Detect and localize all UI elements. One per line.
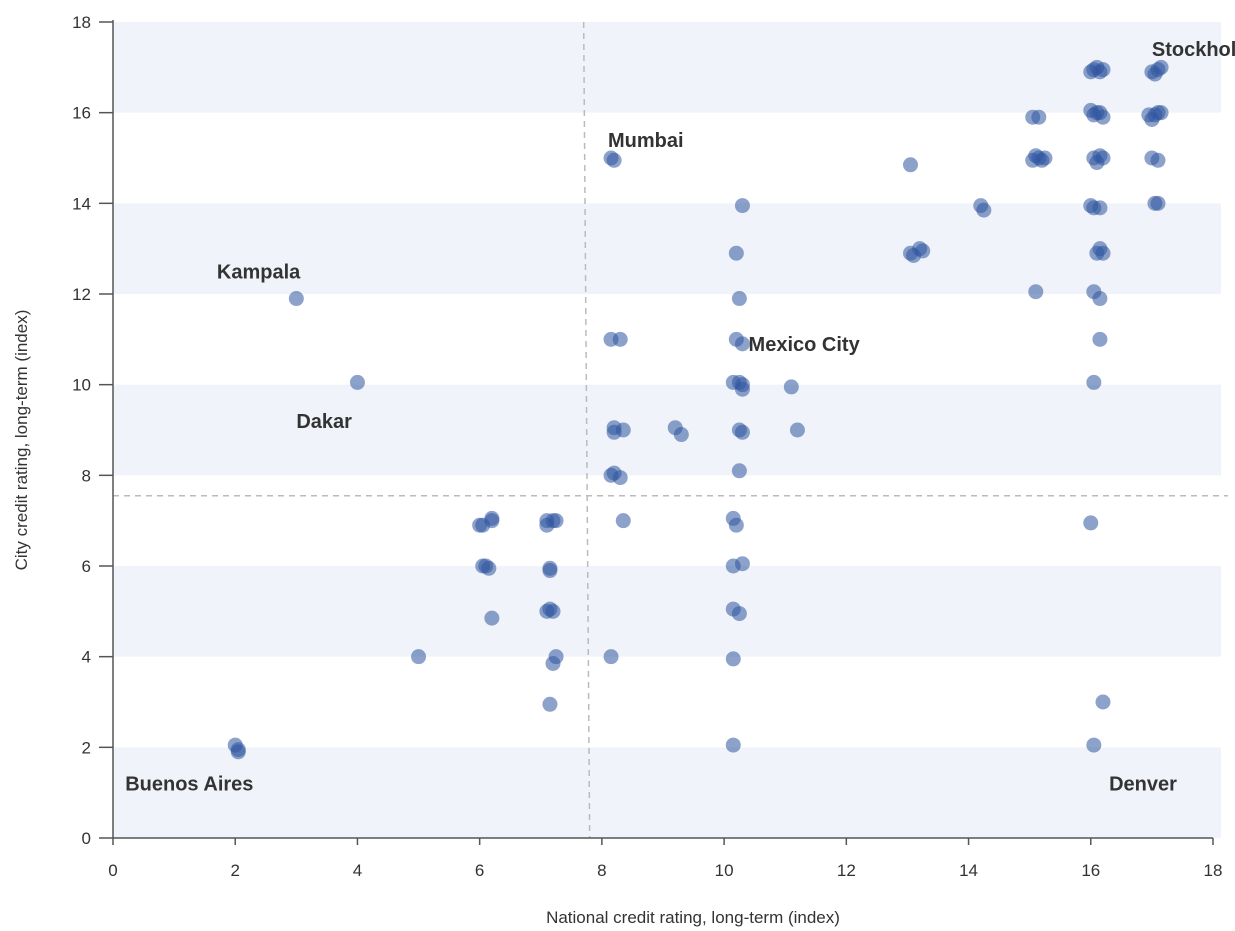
y-tick-label: 8 bbox=[82, 466, 91, 485]
data-point bbox=[1095, 150, 1111, 166]
city-annotation: Mexico City bbox=[749, 334, 861, 356]
grid-band bbox=[113, 203, 1221, 294]
data-point bbox=[783, 379, 799, 395]
data-point bbox=[734, 336, 750, 352]
data-point bbox=[288, 291, 304, 307]
x-tick-label: 14 bbox=[959, 861, 978, 880]
data-point bbox=[1150, 195, 1166, 211]
data-point bbox=[484, 610, 500, 626]
data-point bbox=[1095, 245, 1111, 261]
reference-lines bbox=[113, 21, 1228, 839]
grid-band bbox=[113, 747, 1221, 838]
data-point bbox=[1095, 694, 1111, 710]
data-point bbox=[731, 606, 747, 622]
x-axis-ticks: 0 2 4 6 8 10 12 14 16 18 bbox=[108, 838, 1222, 880]
data-point bbox=[1095, 62, 1111, 78]
city-annotation: Mumbai bbox=[608, 130, 684, 152]
data-point bbox=[484, 513, 500, 529]
data-point bbox=[1083, 515, 1099, 531]
x-tick-label: 16 bbox=[1081, 861, 1100, 880]
vertical-reference-line bbox=[582, 21, 591, 839]
data-point bbox=[673, 427, 689, 443]
y-tick-label: 6 bbox=[82, 557, 91, 576]
y-tick-label: 18 bbox=[72, 13, 91, 32]
data-point bbox=[1150, 152, 1166, 168]
y-tick-label: 16 bbox=[72, 104, 91, 123]
city-annotation: Denver bbox=[1109, 774, 1177, 796]
data-point bbox=[615, 422, 631, 438]
data-point bbox=[1092, 331, 1108, 347]
data-point bbox=[789, 422, 805, 438]
data-point bbox=[1092, 200, 1108, 216]
x-tick-label: 18 bbox=[1204, 861, 1223, 880]
data-point bbox=[548, 649, 564, 665]
grid-band bbox=[113, 384, 1221, 476]
city-annotation: Dakar bbox=[296, 411, 352, 433]
data-point bbox=[734, 424, 750, 440]
city-annotations: Stockholm Mumbai Kampala Mexico City Dakar Bu… bbox=[125, 39, 1235, 795]
background-bands bbox=[113, 22, 1221, 838]
y-tick-label: 2 bbox=[82, 738, 91, 757]
data-points bbox=[227, 59, 1169, 760]
data-point bbox=[612, 331, 628, 347]
data-point bbox=[1092, 291, 1108, 307]
data-point bbox=[230, 744, 246, 760]
data-point bbox=[411, 649, 427, 665]
data-point bbox=[915, 243, 931, 259]
y-tick-label: 10 bbox=[72, 376, 91, 395]
x-tick-label: 12 bbox=[837, 861, 856, 880]
data-point bbox=[728, 245, 744, 261]
data-point bbox=[725, 737, 741, 753]
data-point bbox=[1153, 105, 1169, 121]
y-tick-label: 12 bbox=[72, 285, 91, 304]
y-axis-ticks: 0 2 4 6 8 10 12 14 16 18 bbox=[72, 13, 113, 848]
data-point bbox=[1086, 374, 1102, 390]
axes bbox=[112, 20, 1213, 839]
data-point bbox=[731, 291, 747, 307]
y-tick-label: 14 bbox=[72, 194, 91, 213]
data-point bbox=[728, 517, 744, 533]
y-axis-label: City credit rating, long-term (index) bbox=[12, 310, 31, 571]
x-tick-label: 2 bbox=[230, 861, 239, 880]
x-tick-label: 4 bbox=[353, 861, 362, 880]
data-point bbox=[731, 463, 747, 479]
x-tick-label: 8 bbox=[597, 861, 606, 880]
city-annotation: Buenos Aires bbox=[125, 774, 253, 796]
data-point bbox=[542, 563, 558, 579]
data-point bbox=[1095, 109, 1111, 125]
x-tick-label: 10 bbox=[715, 861, 734, 880]
data-point bbox=[548, 513, 564, 529]
data-point bbox=[1153, 59, 1169, 75]
y-tick-label: 0 bbox=[82, 829, 91, 848]
data-point bbox=[725, 651, 741, 667]
data-point bbox=[1028, 284, 1044, 300]
grid-band bbox=[113, 22, 1221, 113]
data-point bbox=[1086, 737, 1102, 753]
data-point bbox=[603, 649, 619, 665]
data-point bbox=[734, 381, 750, 397]
data-point bbox=[903, 157, 918, 173]
grid-band bbox=[113, 566, 1221, 657]
data-point bbox=[615, 513, 631, 529]
data-point bbox=[349, 374, 365, 390]
data-point bbox=[734, 556, 750, 572]
data-point bbox=[976, 202, 992, 218]
data-point bbox=[1037, 150, 1053, 166]
data-point bbox=[542, 696, 558, 712]
data-point bbox=[734, 198, 750, 214]
data-point bbox=[606, 152, 622, 168]
data-point bbox=[1031, 109, 1047, 125]
data-point bbox=[612, 470, 628, 486]
y-tick-label: 4 bbox=[82, 648, 91, 667]
x-tick-label: 0 bbox=[108, 861, 117, 880]
data-point bbox=[545, 603, 561, 619]
city-annotation: Stockholm bbox=[1152, 39, 1235, 61]
city-annotation: Kampala bbox=[217, 261, 301, 283]
x-tick-label: 6 bbox=[475, 861, 484, 880]
x-axis-label: National credit rating, long-term (index… bbox=[546, 908, 840, 927]
data-point bbox=[481, 560, 497, 576]
